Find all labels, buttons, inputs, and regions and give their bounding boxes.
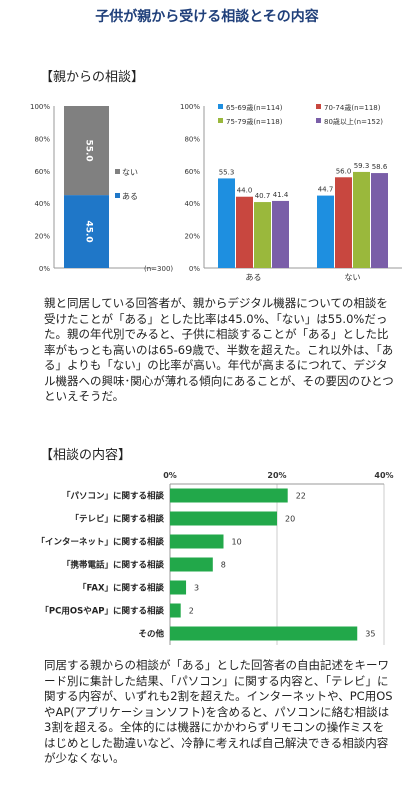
y-tick-label: 40% bbox=[184, 200, 200, 208]
bar bbox=[353, 171, 370, 268]
section-label-parents: 【親からの相談】 bbox=[40, 70, 145, 85]
y-tick-label: 80% bbox=[34, 135, 50, 143]
category-label: その他 bbox=[138, 629, 164, 640]
x-tick-label: 40% bbox=[374, 471, 393, 480]
bar-data-label: 55.0 bbox=[84, 139, 94, 161]
y-tick-label: 40% bbox=[34, 200, 50, 208]
bar-data-label: 40.7 bbox=[255, 192, 271, 200]
y-tick-label: 0% bbox=[189, 265, 200, 273]
bar-data-label: 20 bbox=[285, 515, 295, 524]
y-tick-label: 60% bbox=[34, 168, 50, 176]
stacked-bar-chart-overall: 0% 20% 40% 60% 80% 100% 45.0 55.0 ある ない (n=300) bbox=[30, 103, 173, 273]
bar-data-label: 58.6 bbox=[372, 163, 388, 171]
y-tick-label: 0% bbox=[39, 265, 50, 273]
legend-label: 75-79歳(n=118) bbox=[226, 117, 283, 126]
bar-data-label: 3 bbox=[194, 584, 199, 593]
bar-data-label: 55.3 bbox=[219, 168, 235, 176]
bar-data-label: 8 bbox=[221, 561, 226, 570]
bar-segment-yes bbox=[64, 195, 109, 268]
bar bbox=[170, 626, 358, 641]
legend-label: ない bbox=[122, 168, 138, 177]
legend-swatch bbox=[218, 104, 223, 109]
grouped-bar-chart-by-age: 0% 20% 40% 60% 80% 100% 55.3 44.040.7 41.4 ある 44.7… bbox=[180, 103, 402, 282]
legend-swatch bbox=[218, 118, 223, 123]
y-tick-label: 20% bbox=[34, 233, 50, 241]
paragraph-parents: 親と同居している回答者が、親からデジタル機器についての相談を受けたことが「ある」… bbox=[44, 296, 394, 403]
bar-data-label: 2 bbox=[189, 607, 194, 616]
bar bbox=[170, 557, 213, 572]
bar bbox=[170, 580, 187, 595]
bar bbox=[254, 202, 271, 268]
horizontal-bar-chart-content: 0% 20% 40% 22 「パソコン」に関する相談 20 「テレビ」に関する相談 10 「イン… bbox=[36, 471, 394, 645]
y-tick-label: 80% bbox=[184, 135, 200, 143]
bar bbox=[371, 173, 388, 268]
bar bbox=[335, 177, 352, 268]
bar-data-label: 56.0 bbox=[336, 167, 352, 175]
legend-swatch bbox=[115, 169, 120, 174]
bar bbox=[218, 178, 235, 268]
x-tick-label: ある bbox=[246, 273, 262, 282]
section-label-content: 【相談の内容】 bbox=[40, 448, 132, 463]
page-title: 子供が親から受ける相談とその内容 bbox=[95, 9, 319, 25]
bar-data-label: 44.0 bbox=[237, 187, 253, 195]
legend-swatch bbox=[316, 104, 321, 109]
x-tick-label: ない bbox=[345, 273, 361, 282]
sample-size-note: (n=300) bbox=[144, 265, 173, 273]
category-label: 「FAX」に関する相談 bbox=[78, 583, 164, 594]
bar-data-label: 59.3 bbox=[354, 162, 370, 170]
bar bbox=[272, 200, 289, 268]
bar bbox=[317, 195, 334, 268]
legend-swatch bbox=[316, 118, 321, 123]
legend-label: ある bbox=[122, 192, 138, 201]
bar bbox=[170, 511, 277, 526]
x-tick-label: 20% bbox=[267, 471, 286, 480]
category-label: 「パソコン」に関する相談 bbox=[62, 491, 165, 502]
bar-data-label: 35 bbox=[365, 630, 375, 639]
category-label: 「テレビ」に関する相談 bbox=[70, 514, 164, 525]
y-tick-label: 100% bbox=[180, 103, 200, 111]
category-label: 「PC用OSやAP」に関する相談 bbox=[40, 606, 164, 617]
x-tick-label: 0% bbox=[163, 471, 177, 480]
bar bbox=[170, 534, 224, 549]
y-tick-label: 20% bbox=[184, 233, 200, 241]
category-label: 「携帯電話」に関する相談 bbox=[62, 560, 165, 571]
legend-label: 65-69歳(n=114) bbox=[226, 103, 283, 112]
bar-data-label: 45.0 bbox=[84, 220, 94, 242]
bar-data-label: 22 bbox=[296, 492, 306, 501]
bar-data-label: 44.7 bbox=[318, 186, 334, 194]
bar-data-label: 10 bbox=[232, 538, 242, 547]
y-tick-label: 60% bbox=[184, 168, 200, 176]
bar-data-label: 41.4 bbox=[273, 191, 289, 199]
bar bbox=[170, 603, 181, 618]
legend-label: 70-74歳(n=118) bbox=[324, 103, 381, 112]
bar bbox=[170, 488, 288, 503]
paragraph-content: 同居する親からの相談が「ある」とした回答者の自由記述をキーワード別に集計した結果… bbox=[44, 658, 393, 765]
bar-segment-no bbox=[64, 106, 109, 196]
legend-label: 80歳以上(n=152) bbox=[324, 117, 383, 126]
bar bbox=[236, 196, 253, 268]
legend-swatch bbox=[115, 193, 120, 198]
y-tick-label: 100% bbox=[30, 103, 50, 111]
category-label: 「インターネット」に関する相談 bbox=[36, 537, 164, 548]
